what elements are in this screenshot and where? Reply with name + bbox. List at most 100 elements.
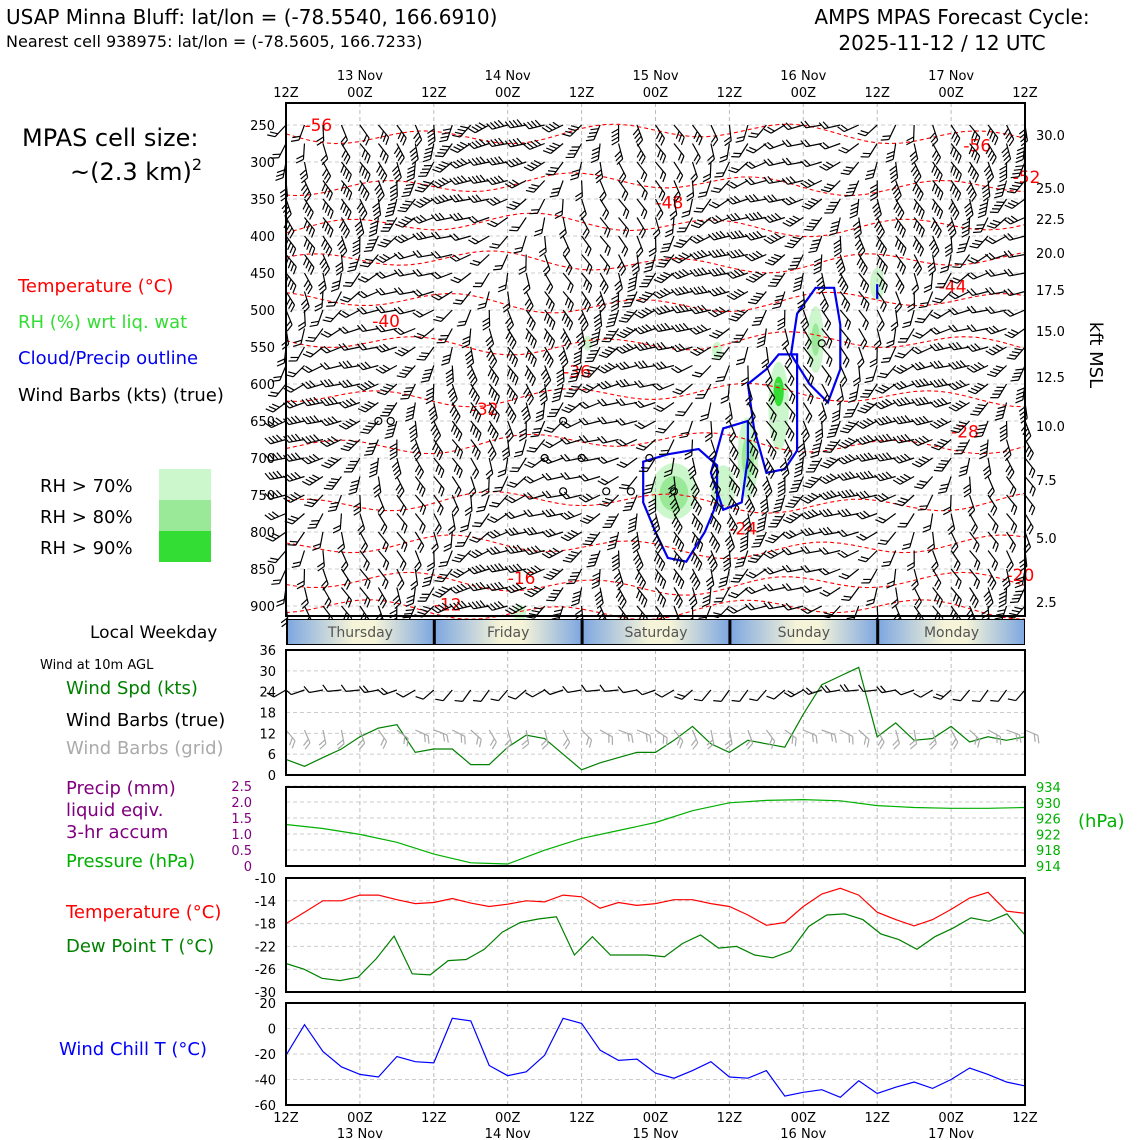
wind-barb (543, 420, 564, 433)
top-hour-tick: 12Z (569, 86, 595, 101)
wind-barb (911, 378, 933, 388)
grid-wind-barb (377, 729, 388, 749)
wind-barb (320, 378, 342, 388)
wind-barb (779, 457, 790, 480)
wind-barb (488, 383, 500, 405)
wind-barb (784, 235, 804, 249)
wind-barb (635, 235, 644, 258)
precip-tick: 0 (244, 860, 252, 875)
wind-barb (356, 380, 379, 392)
wind-barb (264, 452, 287, 462)
wind-barb (648, 235, 657, 257)
wind-barb (597, 475, 619, 486)
wind-barb (541, 490, 564, 499)
wind-barb (523, 492, 545, 500)
wind-barb (468, 122, 490, 134)
wind-barb (412, 231, 434, 241)
grid-wind-barb (987, 729, 1002, 745)
wind-barb (614, 272, 623, 295)
wind-barb (410, 568, 419, 591)
wind-barb (433, 309, 453, 323)
grid-wind-barb (724, 729, 733, 750)
wind-barb (650, 513, 661, 536)
panel-y-tick: 0 (268, 1023, 276, 1038)
wind-barb (929, 417, 952, 429)
true-wind-barb (358, 685, 379, 694)
wind-barb (985, 235, 1007, 245)
wind-barb (973, 217, 989, 234)
wind-barb (781, 564, 804, 573)
wind-barb (643, 254, 657, 273)
wind-barb (707, 267, 730, 277)
bottom-date-tick: 14 Nov (485, 1127, 531, 1140)
wind-barb (781, 157, 804, 166)
true-wind-barb (952, 689, 971, 702)
wind-barb (599, 180, 607, 203)
cycle-title: AMPS MPAS Forecast Cycle: (814, 5, 1089, 29)
wind-barb (501, 439, 511, 461)
wind-barb (428, 402, 438, 424)
wind-barb (599, 272, 609, 295)
wind-barb (618, 476, 638, 490)
wind-barb (477, 291, 490, 310)
wind-barb (690, 476, 700, 498)
wind-barb (950, 420, 971, 434)
wind-barb (820, 180, 841, 193)
wind-barb (837, 529, 859, 538)
wind-barb (352, 235, 361, 257)
wind-barb (396, 124, 407, 146)
wind-barb (393, 327, 416, 336)
wind-barb (902, 309, 915, 329)
wind-barb (929, 327, 952, 335)
wind-barbs-true-label: Wind Barbs (true) (66, 710, 225, 731)
wind-barb (895, 272, 905, 295)
wind-barb (541, 528, 564, 538)
true-wind-barb (749, 689, 767, 702)
wind-barb (967, 254, 989, 264)
wind-barb (374, 180, 385, 203)
bottom-date-tick: 15 Nov (632, 1127, 678, 1140)
wind-barb (747, 291, 767, 305)
wind-barb (987, 550, 999, 571)
wind-barb (747, 439, 759, 460)
true-wind-barb (490, 689, 509, 702)
wind-barb (715, 365, 730, 383)
wind-barb (375, 305, 397, 314)
wind-barb (784, 402, 796, 423)
wind-barb (302, 198, 314, 220)
grid-wind-barb (599, 729, 614, 745)
wind-barb (950, 143, 962, 164)
wind-barb (985, 344, 1007, 356)
wind-barb (393, 234, 416, 244)
wind-barb (911, 435, 933, 447)
calm-circle (540, 453, 549, 463)
wind-barb (342, 272, 361, 287)
wind-barb (452, 291, 472, 305)
wind-barb (377, 143, 389, 164)
wind-barb (708, 198, 730, 209)
wind-barb (1006, 180, 1026, 194)
kft-tick: 30.0 (1036, 129, 1065, 144)
wind-barb (1004, 198, 1026, 209)
wind-barb (897, 513, 915, 528)
wind-barb (856, 531, 878, 541)
wind-barb (655, 161, 667, 183)
wind-barb (405, 587, 416, 607)
calm-circle (559, 416, 568, 426)
wind-barb (800, 585, 822, 593)
precip-label-1: Precip (mm) (66, 778, 176, 799)
wind-barb (375, 271, 398, 279)
wind-barb (892, 473, 915, 485)
wind-barb (927, 531, 936, 554)
wind-barb (709, 476, 722, 497)
wind-barb (549, 180, 564, 198)
wind-barb (394, 216, 416, 228)
true-wind-barb (674, 689, 693, 700)
grid-wind-barb (636, 729, 652, 744)
true-wind-barb (635, 689, 656, 696)
wind-barb (890, 587, 899, 609)
wind-barb (618, 180, 629, 202)
wind-barb (340, 124, 349, 147)
panel-y-tick: -20 (255, 1048, 276, 1063)
wind-barb (987, 513, 999, 534)
